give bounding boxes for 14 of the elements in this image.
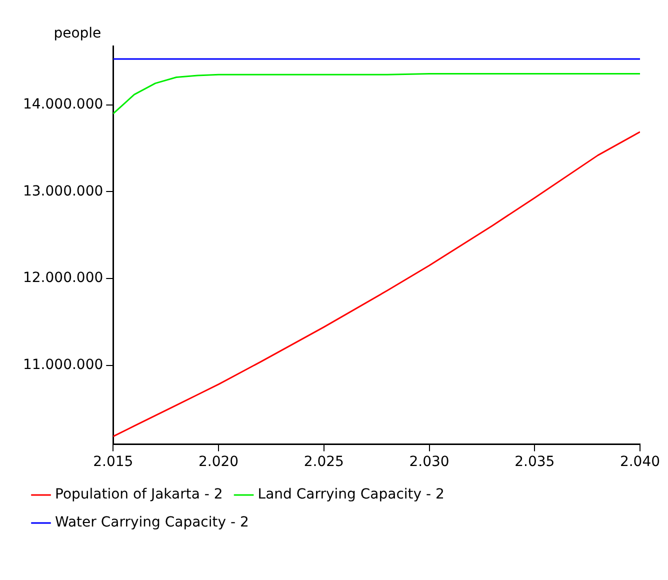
y-tick-label: 11.000.000: [22, 356, 104, 373]
y-tick-label: 14.000.000: [22, 96, 104, 113]
y-axis-title: people: [54, 26, 102, 42]
legend-label: Population of Jakarta - 2: [55, 486, 223, 503]
x-tick-label: 2.025: [304, 454, 344, 470]
x-tick-label: 2.015: [93, 454, 134, 470]
x-tick-label: 2.020: [198, 454, 239, 470]
y-tick-label: 13.000.000: [22, 183, 104, 200]
legend-label: Water Carrying Capacity - 2: [55, 514, 249, 531]
x-tick-label: 2.040: [620, 454, 660, 470]
x-tick-label: 2.035: [514, 454, 555, 470]
legend-label: Land Carrying Capacity - 2: [258, 486, 444, 503]
y-tick-label: 12.000.000: [22, 270, 104, 286]
x-tick-label: 2.030: [409, 454, 450, 470]
